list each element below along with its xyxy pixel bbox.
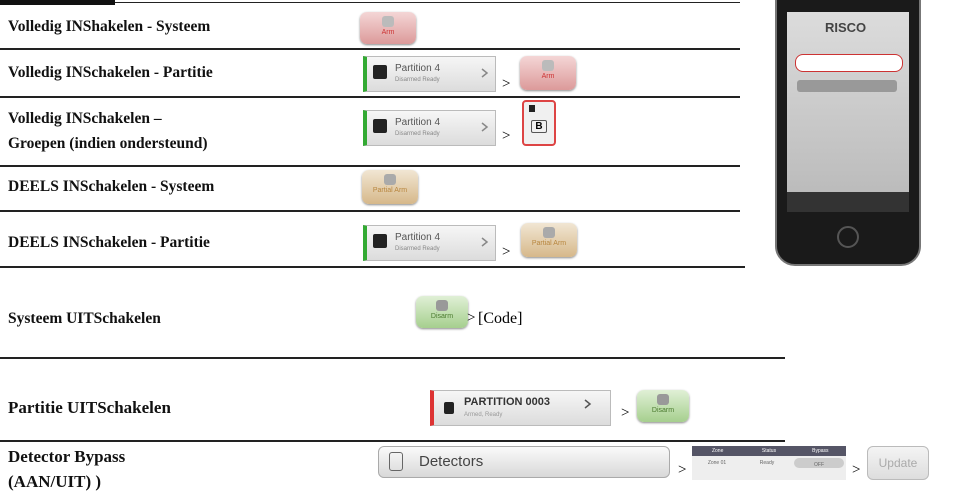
text: Groepen (indien ondersteund) <box>8 135 208 152</box>
text: Detectors <box>419 453 484 470</box>
text: B <box>531 120 547 133</box>
lock-icon <box>529 105 535 112</box>
text: Partition 4 <box>395 117 441 128</box>
lock-icon <box>373 234 387 248</box>
group-button: B <box>522 100 556 146</box>
text: (AAN/UIT) ) <box>8 472 102 491</box>
partition-card: Partition 4 Disarmed Ready <box>363 225 496 261</box>
separator: > <box>852 462 861 478</box>
status-bar <box>795 54 903 72</box>
rule <box>0 357 785 359</box>
separator: > <box>678 462 687 478</box>
text: Disarmed Ready <box>395 246 440 252</box>
row-label: DEELS INSchakelen - Systeem <box>8 174 214 199</box>
text: Armed, Ready <box>464 412 503 418</box>
lock-icon <box>373 119 387 133</box>
text: Volledig INSchakelen – <box>8 110 162 127</box>
text: Volledig INShakelen - Systeem <box>8 18 211 35</box>
partition-card: PARTITION 0003 Armed, Ready <box>430 390 611 426</box>
text: OFF <box>794 458 844 468</box>
arm-button: Arm <box>520 56 576 90</box>
phone: RISCO <box>775 0 921 266</box>
chevron <box>481 122 489 132</box>
partition-card: Partition 4 Disarmed Ready <box>363 56 496 92</box>
separator: > <box>502 128 511 144</box>
row-label: Partitie UITSchakelen <box>8 395 171 420</box>
phone-screen: RISCO <box>787 12 909 212</box>
rule <box>115 2 740 3</box>
text: Partition 4 <box>395 63 441 74</box>
text: Zone <box>711 448 724 454</box>
rule <box>0 96 740 98</box>
text: Status <box>761 448 777 454</box>
text: Zone 01 <box>707 460 727 466</box>
separator: > <box>621 405 630 421</box>
text: Bypass <box>812 448 829 454</box>
row-label: Volledig INSchakelen – Groepen (indien on… <box>8 106 208 156</box>
chevron <box>584 399 592 409</box>
text: Partitie UITSchakelen <box>8 398 171 417</box>
text: Ready <box>759 460 775 466</box>
partition-card: Partition 4 Disarmed Ready <box>363 110 496 146</box>
disarm-button: Disarm <box>637 390 689 422</box>
lock-icon <box>444 402 454 414</box>
update-button: Update <box>867 446 929 480</box>
disarm-button: Disarm <box>416 296 468 328</box>
house-icon <box>543 227 555 238</box>
row-label: Systeem UITSchakelen <box>8 306 161 331</box>
text: Disarmed Ready <box>395 77 440 83</box>
rule <box>0 165 740 167</box>
chevron <box>481 237 489 247</box>
text: PARTITION 0003 <box>464 396 550 408</box>
arm-button: Arm <box>360 12 416 44</box>
separator: > <box>502 244 511 260</box>
lock-icon <box>436 300 448 311</box>
code: [Code] <box>478 310 523 327</box>
header-bar <box>0 0 115 5</box>
lock-icon <box>382 16 394 27</box>
text: Arm <box>381 29 395 36</box>
brand: RISCO <box>825 20 867 35</box>
text: Partial Arm <box>531 240 567 247</box>
rule <box>0 440 785 442</box>
lock-icon <box>373 65 387 79</box>
table-row: Zone 01 Ready OFF <box>692 456 846 470</box>
partial-arm-button: Partial Arm <box>362 170 418 204</box>
row-label: Volledig INSchakelen - Partitie <box>8 60 213 85</box>
tab-bar <box>787 192 909 212</box>
text: DEELS INSchakelen - Systeem <box>8 178 215 195</box>
rule <box>0 210 740 212</box>
table-header: Zone Status Bypass <box>692 446 846 456</box>
rule <box>0 48 740 50</box>
separator: > <box>502 76 511 92</box>
text: Arm <box>541 73 555 80</box>
text: Disarmed Ready <box>395 131 440 137</box>
lock-icon <box>657 394 669 405</box>
home-button <box>837 226 859 248</box>
page: Volledig INShakelen - Systeem Volledig I… <box>0 0 929 491</box>
screen-buttons <box>797 80 897 92</box>
text: Disarm <box>430 313 454 320</box>
zone-table: Zone Status Bypass Zone 01 Ready OFF <box>692 446 846 480</box>
house-icon <box>384 174 396 185</box>
chevron <box>481 68 489 78</box>
detector-icon <box>389 452 403 471</box>
partial-arm-button: Partial Arm <box>521 223 577 257</box>
detectors-bar: Detectors <box>378 446 670 478</box>
text: Detector Bypass <box>8 447 126 466</box>
text: Volledig INSchakelen - Partitie <box>8 64 213 81</box>
row-label: Volledig INShakelen - Systeem <box>8 14 210 39</box>
lock-icon <box>542 60 554 71</box>
text: Disarm <box>651 407 675 414</box>
row-label: Detector Bypass (AAN/UIT) ) <box>8 444 125 494</box>
text: Partition 4 <box>395 232 441 243</box>
text: DEELS INSchakelen - Partitie <box>8 234 210 251</box>
separator: > <box>467 310 476 326</box>
rule <box>0 266 745 268</box>
text: Systeem UITSchakelen <box>8 310 161 327</box>
text: Partial Arm <box>372 187 408 194</box>
row-label: DEELS INSchakelen - Partitie <box>8 230 210 255</box>
